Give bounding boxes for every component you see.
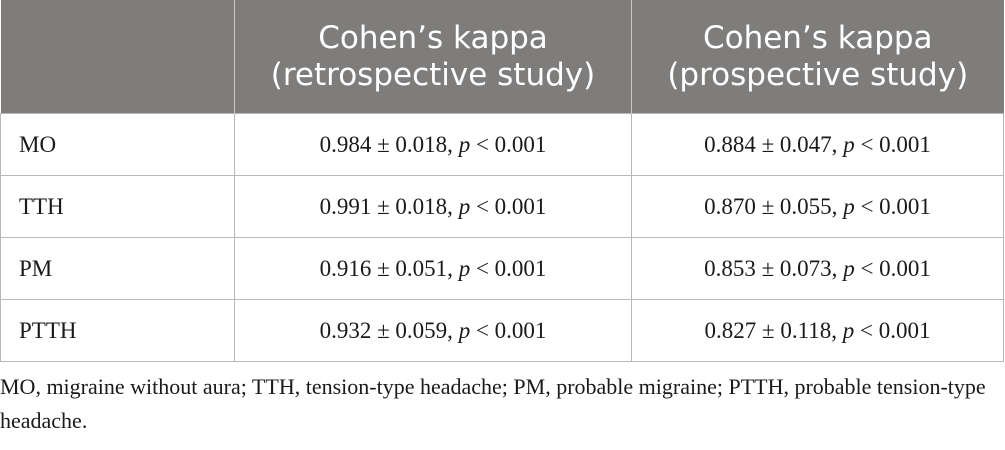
row-label: PTTH <box>0 299 235 362</box>
header-prospective-line2: (prospective study) <box>667 56 969 93</box>
table-footnote: MO, migraine without aura; TTH, tension-… <box>0 374 986 433</box>
kappa-value: 0.991 ± 0.018, <box>319 193 453 219</box>
header-row: Cohen’s kappa (retrospective study) Cohe… <box>0 0 1004 114</box>
p-value: < 0.001 <box>475 193 547 219</box>
prospective-value-cell: 0.870 ± 0.055, p < 0.001 <box>631 175 1004 238</box>
row-label: PM <box>0 237 235 300</box>
retrospective-value-cell: 0.932 ± 0.059, p < 0.001 <box>234 299 632 362</box>
p-symbol: p <box>843 131 855 157</box>
header-retrospective: Cohen’s kappa (retrospective study) <box>234 0 632 114</box>
p-symbol: p <box>458 255 471 281</box>
kappa-value: 0.870 ± 0.055, <box>704 193 838 219</box>
header-prospective: Cohen’s kappa (prospective study) <box>631 0 1004 114</box>
p-value: < 0.001 <box>475 255 547 281</box>
p-value: < 0.001 <box>860 131 931 157</box>
p-value: < 0.001 <box>860 193 931 219</box>
header-retrospective-line2: (retrospective study) <box>270 56 596 93</box>
kappa-table: Cohen’s kappa (retrospective study) Cohe… <box>0 0 1004 362</box>
prospective-value-cell: 0.827 ± 0.118, p < 0.001 <box>631 299 1004 362</box>
header-prospective-line1: Cohen’s kappa <box>702 19 933 56</box>
header-empty-cell <box>0 0 235 114</box>
prospective-value-cell: 0.853 ± 0.073, p < 0.001 <box>631 237 1004 300</box>
retrospective-value-cell: 0.991 ± 0.018, p < 0.001 <box>234 175 632 238</box>
p-value: < 0.001 <box>860 255 931 281</box>
p-symbol: p <box>458 193 471 219</box>
table-row: MO 0.984 ± 0.018, p < 0.001 0.884 ± 0.04… <box>0 113 1004 176</box>
retrospective-value-cell: 0.984 ± 0.018, p < 0.001 <box>234 113 632 176</box>
p-symbol: p <box>458 317 471 343</box>
p-value: < 0.001 <box>475 317 547 343</box>
p-value: < 0.001 <box>475 131 547 157</box>
retrospective-value-cell: 0.916 ± 0.051, p < 0.001 <box>234 237 632 300</box>
p-value: < 0.001 <box>860 317 931 343</box>
header-retrospective-line1: Cohen’s kappa <box>318 19 548 56</box>
kappa-value: 0.984 ± 0.018, <box>319 131 453 157</box>
table-row: TTH 0.991 ± 0.018, p < 0.001 0.870 ± 0.0… <box>0 175 1004 238</box>
row-label: MO <box>0 113 235 176</box>
table-row: PTTH 0.932 ± 0.059, p < 0.001 0.827 ± 0.… <box>0 299 1004 362</box>
p-symbol: p <box>842 317 855 343</box>
kappa-value: 0.827 ± 0.118, <box>704 317 838 343</box>
kappa-value: 0.884 ± 0.047, <box>704 131 838 157</box>
table-row: PM 0.916 ± 0.051, p < 0.001 0.853 ± 0.07… <box>0 237 1004 300</box>
prospective-value-cell: 0.884 ± 0.047, p < 0.001 <box>631 113 1004 176</box>
row-label: TTH <box>0 175 235 238</box>
kappa-value: 0.853 ± 0.073, <box>704 255 838 281</box>
kappa-value: 0.932 ± 0.059, <box>319 317 453 343</box>
p-symbol: p <box>843 255 855 281</box>
p-symbol: p <box>458 131 471 157</box>
kappa-value: 0.916 ± 0.051, <box>319 255 453 281</box>
kappa-table-container: Cohen’s kappa (retrospective study) Cohe… <box>0 0 1004 362</box>
p-symbol: p <box>843 193 855 219</box>
